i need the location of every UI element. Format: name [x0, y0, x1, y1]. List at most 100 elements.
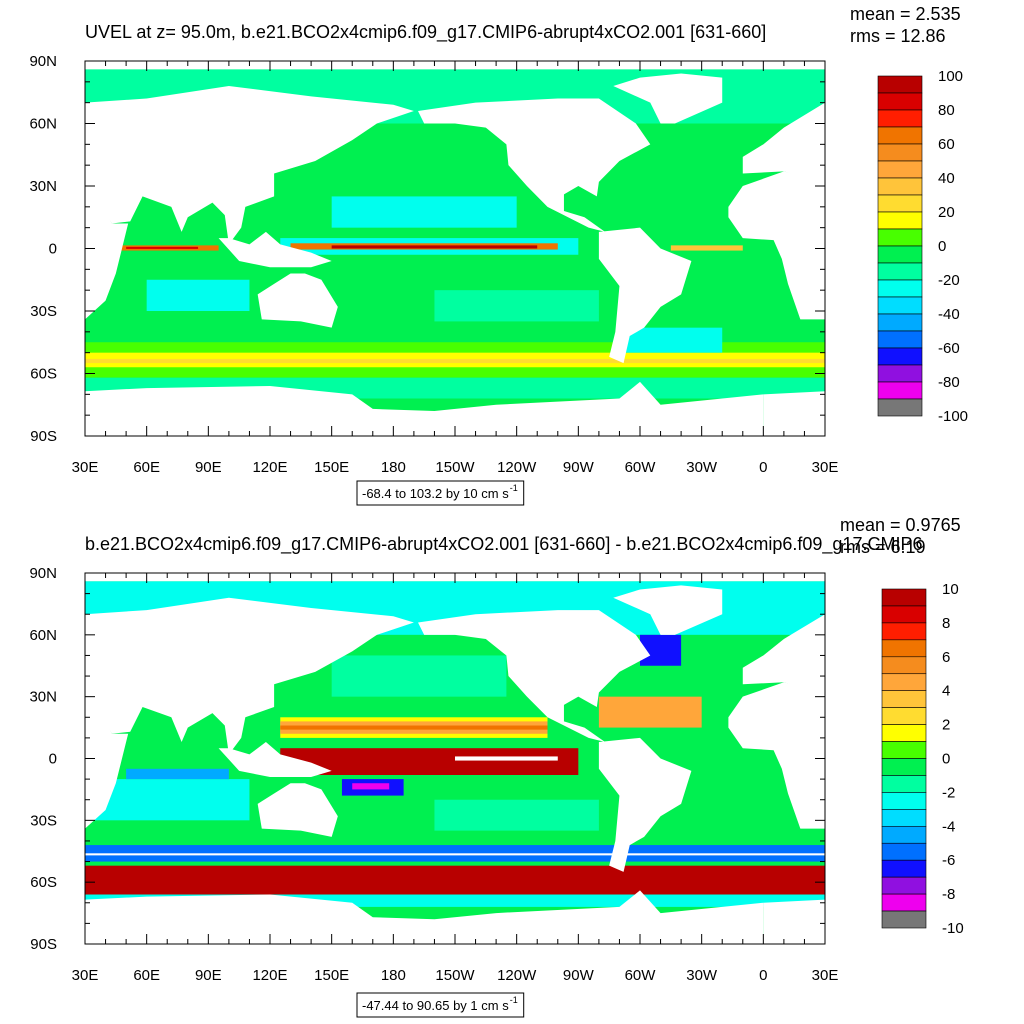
lon-label: 120W: [497, 967, 537, 984]
lon-label: 60E: [133, 459, 160, 476]
mean-stat: mean = 2.535: [850, 4, 961, 24]
colorbar-box: [881, 809, 927, 827]
colorbar-box: [877, 330, 923, 349]
colorbar-box: [881, 724, 927, 742]
land: [85, 181, 129, 320]
lon-label: 180: [381, 459, 406, 476]
panel-title: b.e21.BCO2x4cmip6.f09_g17.CMIP6-abrupt4x…: [85, 534, 922, 555]
colorbar-box: [881, 707, 927, 725]
land: [763, 61, 825, 70]
land: [998, 274, 1024, 328]
mean-stat: mean = 0.9765: [840, 515, 961, 535]
land: [728, 682, 825, 829]
lon-label: 60E: [133, 967, 160, 984]
range-note-exponent: -1: [510, 995, 518, 1005]
colorbar-label: -10: [942, 920, 964, 937]
lon-label: 60W: [625, 459, 657, 476]
field-region: [640, 634, 682, 666]
colorbar-box: [877, 262, 923, 281]
colorbar-box: [877, 381, 923, 400]
colorbar-label: -20: [938, 272, 960, 289]
land: [998, 783, 1024, 837]
colorbar-box: [881, 758, 927, 776]
land: [959, 742, 1024, 777]
range-note: -47.44 to 90.65 by 1 cm s -1: [356, 992, 525, 1018]
land: [418, 610, 651, 743]
lon-label: 60W: [625, 967, 657, 984]
land: [0, 51, 23, 70]
colorbar-label: 80: [938, 102, 955, 119]
land: [418, 98, 651, 232]
colorbar-box: [877, 92, 923, 111]
colorbar-box: [881, 842, 927, 861]
lon-label: 0: [759, 459, 767, 476]
land: [763, 573, 825, 582]
land: [85, 573, 764, 582]
colorbar-box: [881, 859, 927, 878]
land: [218, 742, 332, 778]
colorbar-box: [881, 876, 927, 895]
colorbar-box: [881, 792, 927, 810]
land: [257, 273, 338, 328]
colorbar-label: 8: [942, 615, 950, 632]
field-region: [434, 799, 599, 831]
land: [85, 597, 414, 755]
land: [598, 737, 692, 872]
map: [85, 573, 1024, 944]
land: [959, 232, 1024, 267]
lon-label: 90W: [563, 967, 595, 984]
colorbar-label: -40: [938, 306, 960, 323]
colorbar-box: [877, 143, 923, 162]
field-region: [85, 865, 825, 895]
colorbar-box: [877, 228, 923, 247]
colorbar-box: [877, 160, 923, 179]
field-region: [331, 196, 517, 228]
colorbar-box: [877, 296, 923, 315]
lat-label: 0: [49, 751, 57, 768]
panel-title: UVEL at z= 95.0m, b.e21.BCO2x4cmip6.f09_…: [85, 22, 766, 43]
lat-label: 0: [49, 241, 57, 258]
colorbar-box: [877, 126, 923, 145]
colorbar-box: [881, 893, 927, 912]
lat-label: 60N: [29, 116, 57, 133]
colorbar-box: [877, 211, 923, 230]
colorbar-label: 4: [942, 683, 950, 700]
colorbar-label: 0: [938, 238, 946, 255]
land: [85, 86, 414, 245]
land: [763, 391, 825, 436]
lon-label: 90E: [195, 459, 222, 476]
field-region: [126, 246, 199, 249]
colorbar-label: -4: [942, 818, 955, 835]
colorbar-box: [881, 588, 927, 607]
lat-label: 60N: [29, 627, 57, 644]
lon-label: 90W: [563, 459, 595, 476]
colorbar-label: -8: [942, 886, 955, 903]
colorbar-box: [877, 279, 923, 298]
colorbar-box: [881, 605, 927, 624]
lon-label: 150W: [435, 459, 475, 476]
colorbar-box: [877, 245, 923, 264]
colorbar-label: -80: [938, 374, 960, 391]
colorbar-box: [881, 910, 927, 929]
land: [598, 227, 692, 364]
lon-label: 30W: [686, 967, 718, 984]
land: [742, 102, 825, 184]
colorbar-label: 60: [938, 136, 955, 153]
lon-label: 30E: [812, 459, 839, 476]
colorbar-box: [877, 177, 923, 196]
colorbar-box: [881, 775, 927, 793]
lon-label: 150E: [314, 459, 349, 476]
colorbar-label: 20: [938, 204, 955, 221]
colorbar-label: -60: [938, 340, 960, 357]
range-note-text: -47.44 to 90.65 by 1 cm s: [362, 998, 509, 1013]
colorbar-box: [881, 656, 927, 675]
colorbar-label: -6: [942, 852, 955, 869]
colorbar-label: 40: [938, 170, 955, 187]
land: [85, 61, 764, 70]
colorbar-box: [881, 639, 927, 658]
lat-label: 30N: [29, 689, 57, 706]
colorbar-box: [877, 109, 923, 128]
land: [613, 73, 723, 124]
range-note-text: -68.4 to 103.2 by 10 cm s: [362, 486, 509, 501]
